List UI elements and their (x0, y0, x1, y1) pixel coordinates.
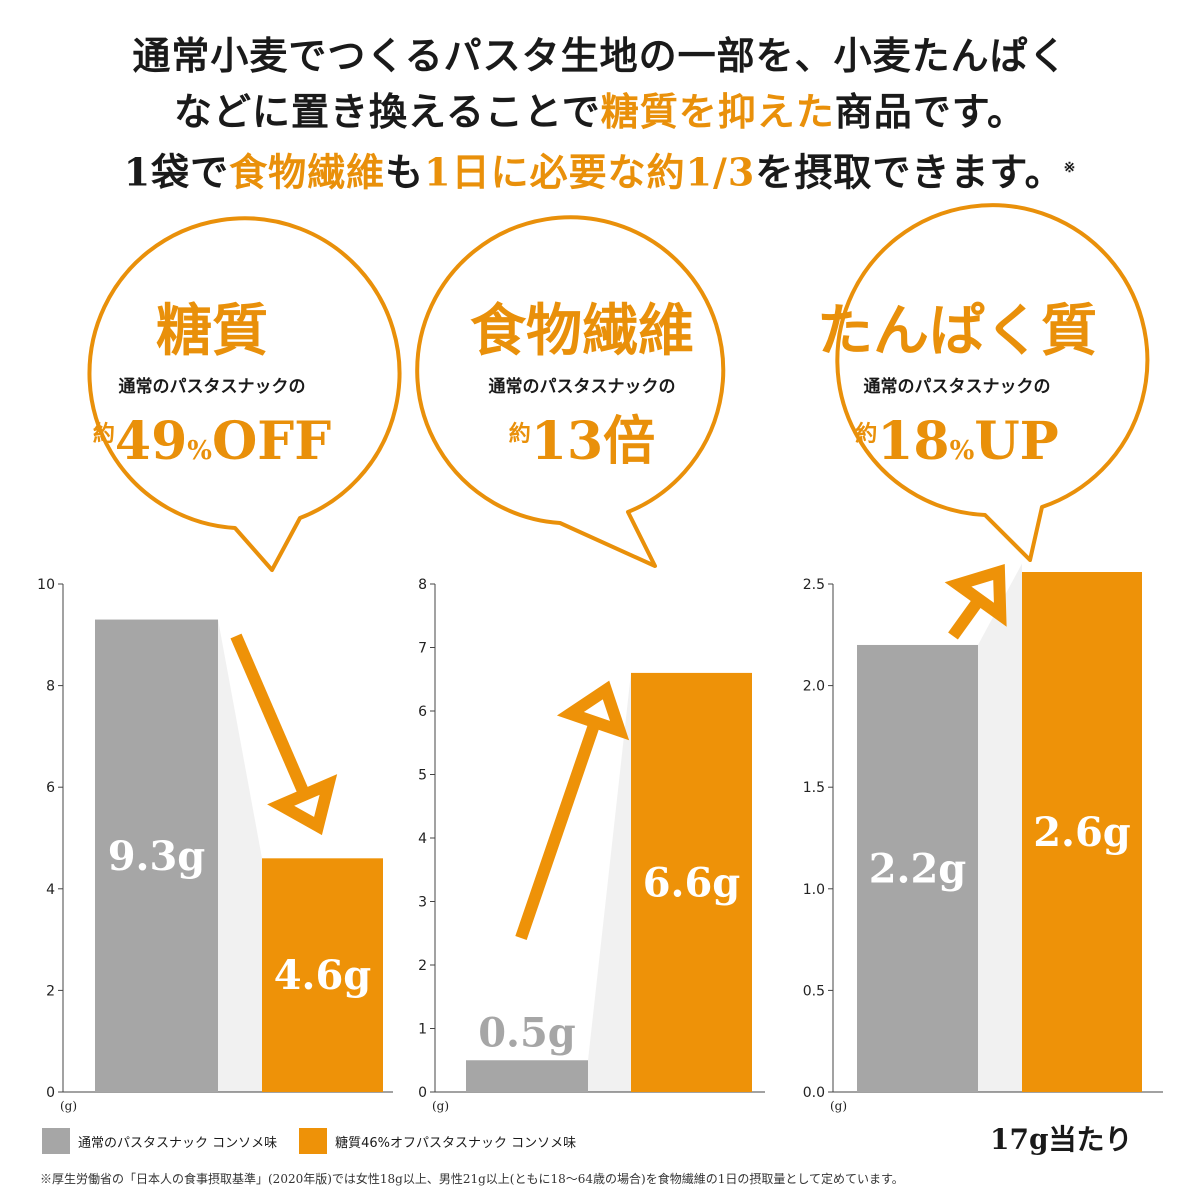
trend-arrow-head (267, 774, 338, 836)
bar-value-label: 2.6g (1033, 809, 1131, 856)
bubble-value-prefix: 約 (92, 421, 115, 447)
bubble-title: 食物繊維 (470, 298, 694, 364)
y-axis-unit: (g) (830, 1099, 847, 1113)
bar-lowcarb (1022, 572, 1142, 1092)
bubble-value-prefix: 約 (508, 421, 531, 447)
y-tick-label: 6 (46, 780, 55, 796)
bubble-protein: たんぱく質 通常のパスタスナックの 約18%UP (807, 296, 1107, 484)
legend-swatch-gray (42, 1128, 70, 1154)
bar-value-label: 4.6g (274, 952, 372, 999)
headline-line-3: 1袋で食物繊維も1日に必要な約1/3を摂取できます。※ (0, 140, 1200, 201)
legend-swatch-orange (299, 1128, 328, 1154)
y-tick-label: 2 (418, 958, 427, 974)
y-tick-label: 4 (418, 831, 427, 847)
y-tick-label: 5 (418, 768, 427, 784)
headline-line-2: などに置き換えることで糖質を抑えた商品です。 (0, 84, 1200, 140)
headline-line-3-b: も (385, 149, 425, 195)
bubble-carbs: 糖質 通常のパスタスナックの 約49%OFF (62, 296, 362, 484)
trend-arrow-shaft (948, 596, 985, 640)
bubble-value-prefix: 約 (855, 421, 878, 447)
bar-lowcarb (262, 858, 383, 1092)
connector-shade (588, 672, 631, 1092)
bar-regular (466, 1060, 588, 1092)
bubble-value-percent: % (187, 436, 212, 466)
bubble-subtitle: 通常のパスタスナックの (863, 377, 1051, 397)
bubble-value-number: 13倍 (530, 411, 656, 472)
y-tick-label: 2.0 (803, 679, 825, 695)
bubble-value: 約18%UP (807, 404, 1107, 484)
footnote: ※厚生労働省の「日本人の食事摂取基準」(2020年版)では女性18g以上、男性2… (40, 1172, 904, 1186)
bubble-value: 約13倍 (432, 404, 732, 484)
per-serving-label: 17g当たり (990, 1123, 1133, 1156)
legend-item-regular: 通常のパスタスナック コンソメ味 (42, 1128, 277, 1154)
y-tick-label: 0.0 (803, 1085, 825, 1101)
bar-value-label: 9.3g (108, 833, 206, 880)
bubble-value-percent: % (949, 436, 975, 466)
bar-value-label: 0.5g (478, 1009, 576, 1056)
bar-value-label: 6.6g (643, 859, 741, 906)
bar-regular (857, 644, 978, 1092)
y-tick-label: 2.5 (803, 577, 825, 593)
y-tick-label: 8 (418, 577, 427, 593)
legend-item-lowcarb: 糖質46%オフパスタスナック コンソメ味 (299, 1128, 576, 1154)
headline-line-3-highlight-1: 食物繊維 (229, 149, 386, 195)
headline-line-2-highlight: 糖質を抑えた (600, 89, 835, 134)
y-tick-label: 1.5 (803, 780, 825, 796)
headline: 通常小麦でつくるパスタ生地の一部を、小麦たんぱく などに置き換えることで糖質を抑… (0, 28, 1200, 201)
bubble-fiber: 食物繊維 通常のパスタスナックの 約13倍 (432, 296, 732, 484)
legend-label: 糖質46%オフパスタスナック コンソメ味 (335, 1135, 577, 1151)
bubble-value-number: 18 (877, 411, 950, 472)
bar-value-label: 2.2g (869, 845, 967, 892)
y-axis-unit: (g) (432, 1099, 449, 1113)
bubble-title: たんぱく質 (817, 298, 1097, 364)
y-tick-label: 10 (37, 577, 55, 593)
trend-arrow-shaft (230, 633, 311, 798)
legend-label: 通常のパスタスナック コンソメ味 (78, 1135, 278, 1151)
y-tick-label: 1 (418, 1022, 427, 1038)
y-tick-label: 3 (418, 895, 427, 911)
bubble-outline-2 (415, 215, 726, 568)
headline-line-2-b: 商品です。 (834, 89, 1026, 134)
bubble-value-suffix: OFF (211, 411, 332, 472)
bubble-outline-1 (87, 216, 402, 572)
bubble-outline-3 (835, 203, 1150, 562)
y-tick-label: 7 (418, 641, 427, 657)
headline-line-3-highlight-2: 1日に必要な約1/3 (424, 149, 756, 195)
bar-lowcarb (631, 672, 752, 1092)
y-axis-unit: (g) (60, 1099, 77, 1113)
note-mark: ※ (1063, 160, 1077, 176)
bubble-value: 約49%OFF (62, 404, 362, 484)
headline-line-3-a: 1袋で (123, 149, 230, 195)
bubble-subtitle: 通常のパスタスナックの (118, 377, 306, 397)
y-tick-label: 0.5 (803, 983, 825, 999)
y-tick-label: 0 (418, 1085, 427, 1101)
bubble-subtitle: 通常のパスタスナックの (488, 377, 676, 397)
legend: 通常のパスタスナック コンソメ味 糖質46%オフパスタスナック コンソメ味 (42, 1128, 598, 1154)
y-tick-label: 6 (418, 704, 427, 720)
headline-line-2-a: などに置き換えることで (174, 89, 601, 134)
y-tick-label: 8 (46, 679, 55, 695)
bubble-title: 糖質 (156, 298, 268, 364)
headline-line-1: 通常小麦でつくるパスタ生地の一部を、小麦たんぱく (0, 28, 1200, 84)
bubble-value-number: 49 (114, 411, 188, 472)
headline-line-3-c: を摂取できます。 (755, 149, 1064, 195)
y-tick-label: 2 (46, 983, 55, 999)
connector-shade (218, 619, 262, 1092)
headline-line-1-text: 通常小麦でつくるパスタ生地の一部を、小麦たんぱく (132, 33, 1068, 78)
bubble-value-suffix: UP (974, 411, 1059, 472)
trend-arrow-head (556, 680, 630, 741)
y-tick-label: 0 (46, 1085, 55, 1101)
y-tick-label: 1.0 (803, 882, 825, 898)
connector-shade (978, 563, 1022, 1092)
bar-regular (95, 619, 218, 1092)
trend-arrow-shaft (515, 720, 601, 940)
y-tick-label: 4 (46, 882, 55, 898)
trend-arrow-head (944, 563, 1007, 627)
